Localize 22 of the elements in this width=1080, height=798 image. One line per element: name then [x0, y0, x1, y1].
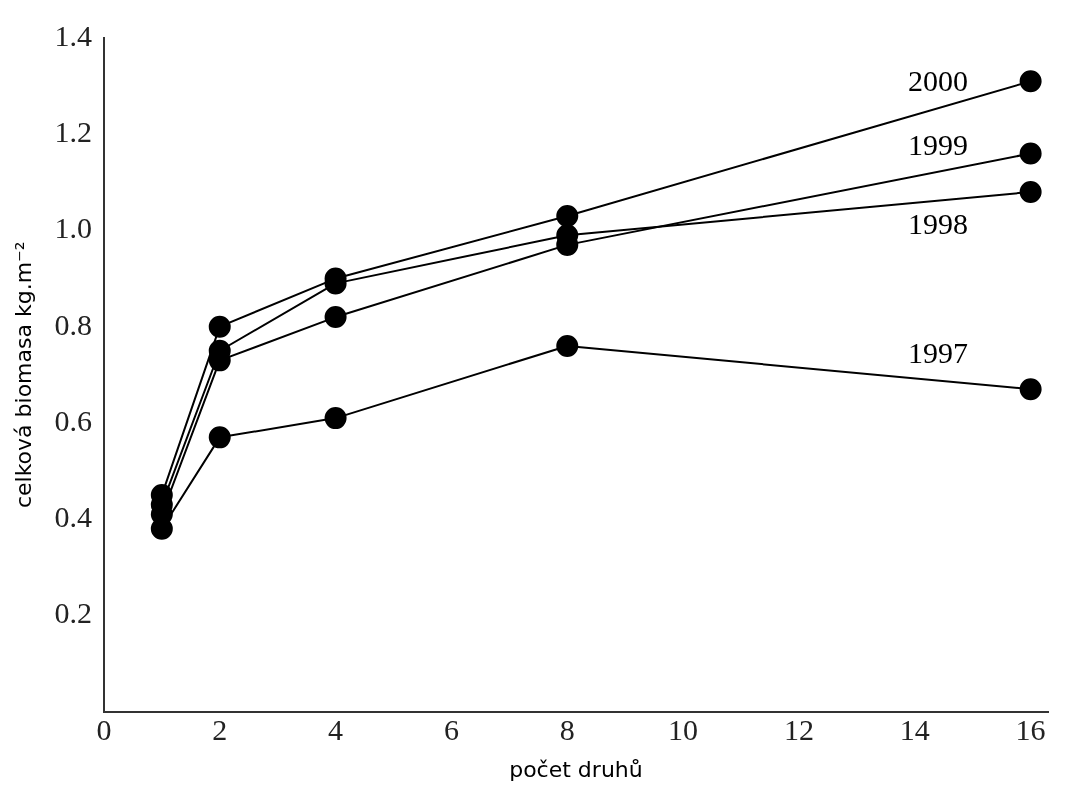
x-tick-label: 4: [328, 713, 344, 747]
y-axis-title: celková biomasa kg.m⁻²: [10, 241, 36, 509]
y-tick-label: 0.4: [54, 500, 92, 534]
x-tick-label: 6: [443, 713, 459, 747]
x-tick-label: 10: [668, 713, 699, 747]
x-tick-label: 16: [1015, 713, 1046, 747]
x-tick-label: 0: [96, 713, 112, 747]
series-label: 2000: [907, 64, 968, 98]
series-label: 1999: [907, 127, 968, 161]
x-axis-title: počet druhů: [509, 756, 643, 782]
y-tick-label: 1.4: [54, 18, 92, 52]
y-tick-label: 0.8: [54, 307, 92, 341]
y-tick-label: 0.2: [54, 596, 92, 630]
x-tick-label: 14: [899, 713, 930, 747]
y-tick-label: 1.0: [54, 211, 92, 245]
series-label: 1997: [907, 336, 968, 370]
y-tick-label: 0.6: [54, 403, 92, 437]
x-tick-label: 2: [212, 713, 228, 747]
series-label: 1998: [907, 206, 968, 240]
x-tick-label: 8: [559, 713, 575, 747]
y-tick-label: 1.2: [54, 115, 92, 149]
x-tick-label: 12: [783, 713, 814, 747]
